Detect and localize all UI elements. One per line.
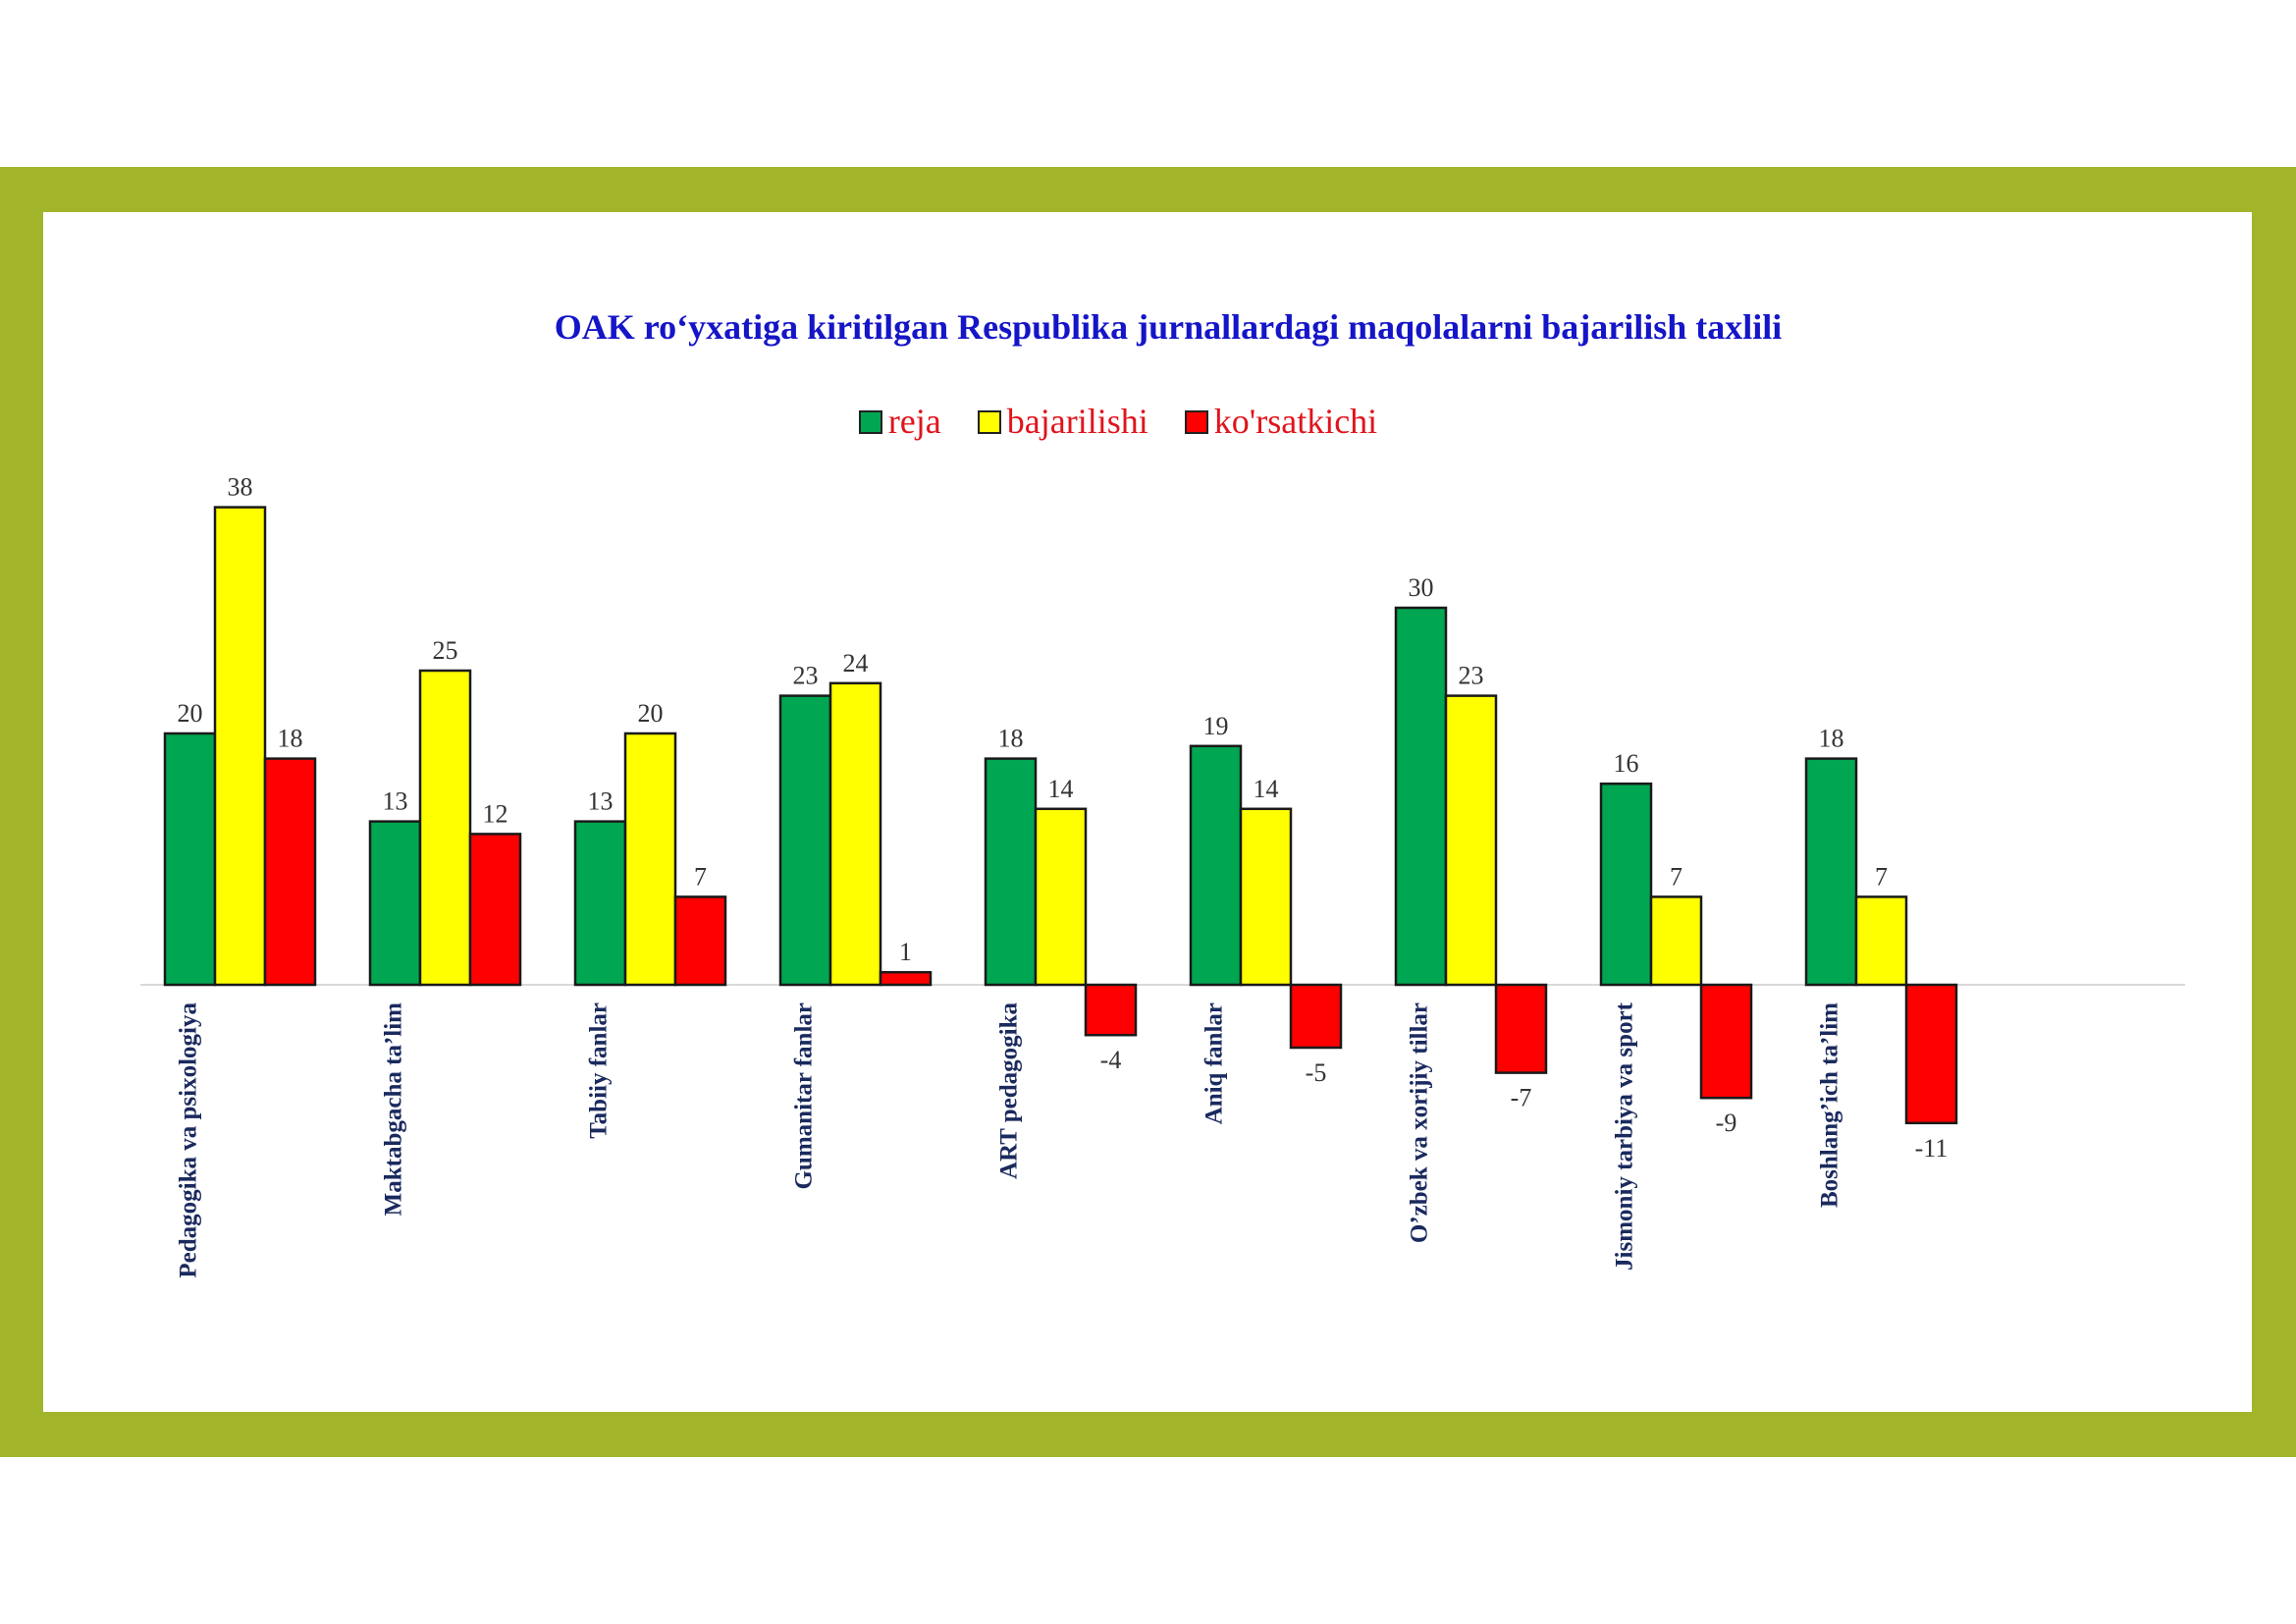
category-label-2: Maktabgacha ta’lim xyxy=(381,1002,407,1217)
data-label-korsatkichi-9: -11 xyxy=(1915,1134,1949,1163)
data-label-bajarilishi-3: 20 xyxy=(638,699,664,728)
data-label-reja-4: 23 xyxy=(793,662,819,690)
chart-panel xyxy=(43,212,2252,1412)
data-label-bajarilishi-5: 14 xyxy=(1048,775,1074,803)
data-label-bajarilishi-2: 25 xyxy=(433,636,458,665)
data-label-reja-1: 20 xyxy=(178,699,203,728)
data-label-bajarilishi-7: 23 xyxy=(1459,662,1484,690)
category-label-8: Jismoniy tarbiya va sport xyxy=(1612,1001,1638,1271)
bar-reja-7 xyxy=(1394,606,1448,987)
bar-bajarilishi-9 xyxy=(1854,895,1908,987)
bar-reja-6 xyxy=(1189,744,1243,987)
bar-reja-9 xyxy=(1804,757,1858,987)
legend-entry-reja: reja xyxy=(858,401,941,442)
category-label-4: Gumanitar fanlar xyxy=(791,1002,818,1190)
bar-korsatkichi-1 xyxy=(263,757,317,987)
category-label-6: Aniq fanlar xyxy=(1201,1002,1228,1124)
legend-swatch-reja xyxy=(858,410,882,434)
category-label-5: ART pedagogika xyxy=(996,1002,1023,1179)
data-label-korsatkichi-8: -9 xyxy=(1716,1109,1737,1137)
data-label-reja-3: 13 xyxy=(588,787,614,816)
bar-korsatkichi-8 xyxy=(1699,983,1753,1100)
bar-korsatkichi-4 xyxy=(879,970,933,987)
bar-korsatkichi-3 xyxy=(673,895,727,987)
data-label-reja-6: 19 xyxy=(1203,712,1229,740)
category-label-7: O’zbek va xorijiy tillar xyxy=(1407,1002,1433,1243)
data-label-korsatkichi-3: 7 xyxy=(694,862,707,891)
data-label-reja-9: 18 xyxy=(1819,725,1844,753)
legend-entry-bajarilishi: bajarilishi xyxy=(977,401,1148,442)
category-label-1: Pedagogika va psixologiya xyxy=(176,1002,202,1278)
data-label-korsatkichi-2: 12 xyxy=(483,799,508,828)
bar-korsatkichi-2 xyxy=(468,833,522,987)
bar-reja-4 xyxy=(778,694,832,987)
legend-label-reja: reja xyxy=(887,402,941,441)
bar-bajarilishi-1 xyxy=(213,506,267,987)
bar-reja-3 xyxy=(573,820,627,987)
data-label-bajarilishi-1: 38 xyxy=(228,473,253,502)
chart-frame xyxy=(0,167,2296,1457)
bar-bajarilishi-6 xyxy=(1239,807,1293,987)
category-label-3: Tabiiy fanlar xyxy=(586,1002,613,1139)
bar-bajarilishi-8 xyxy=(1649,895,1703,987)
bar-bajarilishi-4 xyxy=(828,681,882,987)
legend-swatch-bajarilishi xyxy=(977,410,1001,434)
bar-reja-8 xyxy=(1599,782,1653,987)
data-label-korsatkichi-6: -5 xyxy=(1306,1058,1327,1087)
bar-bajarilishi-5 xyxy=(1034,807,1088,987)
data-label-korsatkichi-4: 1 xyxy=(899,938,912,966)
bar-korsatkichi-7 xyxy=(1494,983,1548,1074)
bar-korsatkichi-6 xyxy=(1289,983,1343,1050)
data-label-bajarilishi-9: 7 xyxy=(1875,862,1888,891)
bar-bajarilishi-2 xyxy=(418,669,472,987)
bar-bajarilishi-3 xyxy=(623,731,677,987)
category-label-9: Boshlang’ich ta’lim xyxy=(1817,1002,1843,1208)
bar-bajarilishi-7 xyxy=(1444,694,1498,987)
data-label-bajarilishi-8: 7 xyxy=(1670,862,1682,891)
bar-reja-5 xyxy=(984,757,1038,987)
data-label-korsatkichi-5: -4 xyxy=(1100,1046,1122,1074)
legend-entry-korsatkichi: ko'rsatkichi xyxy=(1184,401,1378,442)
data-label-reja-7: 30 xyxy=(1409,573,1434,602)
data-label-bajarilishi-4: 24 xyxy=(843,649,869,677)
legend-label-korsatkichi: ko'rsatkichi xyxy=(1213,402,1378,441)
data-label-bajarilishi-6: 14 xyxy=(1254,775,1279,803)
data-label-korsatkichi-7: -7 xyxy=(1511,1084,1532,1112)
data-label-reja-5: 18 xyxy=(998,725,1024,753)
bar-korsatkichi-9 xyxy=(1904,983,1958,1125)
bar-reja-2 xyxy=(368,820,422,987)
bar-korsatkichi-5 xyxy=(1084,983,1138,1037)
legend-swatch-korsatkichi xyxy=(1184,410,1208,434)
chart-title: OAK ro‘yxatiga kiritilgan Respublika jur… xyxy=(554,307,1783,347)
data-label-reja-8: 16 xyxy=(1614,749,1639,778)
legend-label-bajarilishi: bajarilishi xyxy=(1006,402,1148,441)
data-label-reja-2: 13 xyxy=(383,787,408,816)
chart-legend: reja bajarilishi ko'rsatkichi xyxy=(0,401,2236,442)
data-label-korsatkichi-1: 18 xyxy=(278,725,303,753)
bar-reja-1 xyxy=(163,731,217,987)
